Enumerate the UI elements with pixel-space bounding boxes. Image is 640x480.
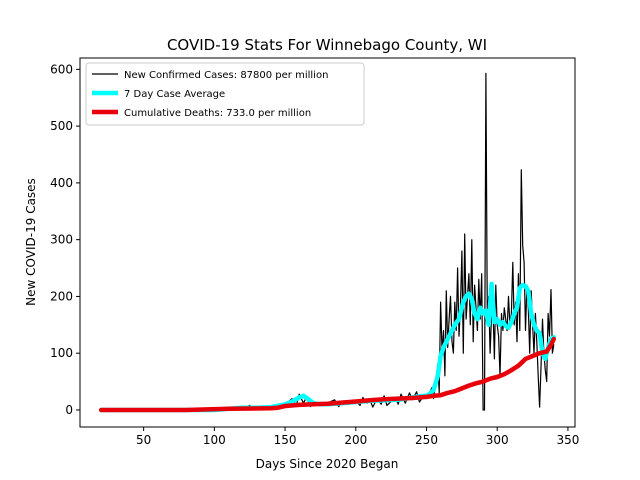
y-tick-label: 600	[50, 62, 73, 76]
x-axis-label: Days Since 2020 Began	[256, 457, 399, 471]
x-tick-label: 50	[136, 433, 151, 447]
y-tick-label: 0	[65, 403, 73, 417]
chart-title: COVID-19 Stats For Winnebago County, WI	[167, 36, 487, 54]
legend-label-deaths: Cumulative Deaths: 733.0 per million	[124, 108, 311, 119]
x-tick-label: 250	[415, 433, 438, 447]
axis-ticks: 50 100 150 200 250 300 350 0 100 200 300 400 500 600	[50, 62, 579, 447]
y-tick-label: 300	[50, 233, 73, 247]
x-tick-label: 150	[274, 433, 297, 447]
y-tick-label: 500	[50, 119, 73, 133]
x-tick-label: 200	[344, 433, 367, 447]
x-tick-label: 300	[486, 433, 509, 447]
y-tick-label: 200	[50, 289, 73, 303]
legend-box	[85, 62, 365, 126]
y-tick-label: 400	[50, 176, 73, 190]
legend: New Confirmed Cases: 87800 per million 7…	[85, 62, 365, 126]
x-tick-label: 100	[203, 433, 226, 447]
legend-label-average: 7 Day Case Average	[124, 89, 225, 100]
series-line-7-day-average	[98, 281, 557, 413]
legend-label-cases: New Confirmed Cases: 87800 per million	[124, 70, 328, 81]
y-tick-label: 100	[50, 346, 73, 360]
y-axis-label: New COVID-19 Cases	[24, 178, 38, 306]
plot-series	[98, 72, 557, 413]
x-tick-label: 350	[556, 433, 579, 447]
plot-frame	[79, 57, 576, 428]
series-line-cumulative-deaths	[98, 336, 557, 413]
